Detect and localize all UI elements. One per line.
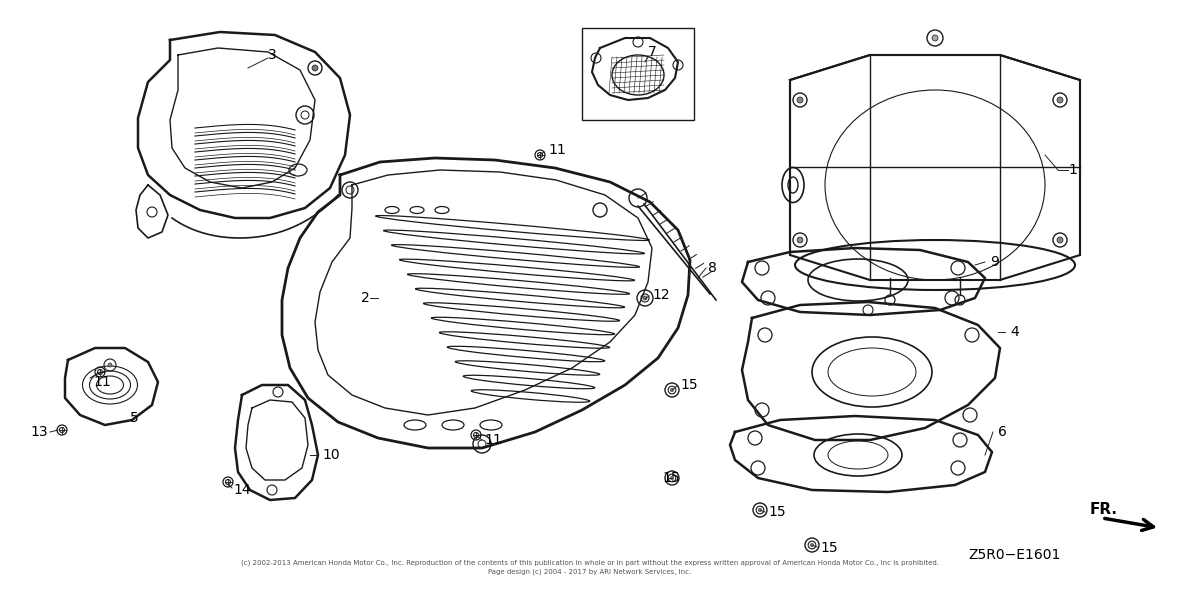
Text: Page design (c) 2004 - 2017 by ARI Network Services, Inc.: Page design (c) 2004 - 2017 by ARI Netwo… [489,569,691,575]
Circle shape [312,65,317,71]
Text: 15: 15 [680,378,697,392]
Circle shape [796,237,804,243]
Text: 6: 6 [998,425,1007,439]
Text: Z5R0−E1601: Z5R0−E1601 [968,548,1061,562]
Circle shape [932,35,938,41]
Text: 7: 7 [648,45,657,59]
Circle shape [1057,97,1063,103]
Circle shape [811,543,814,547]
Text: 14: 14 [232,483,250,497]
Circle shape [643,296,647,300]
Text: 11: 11 [548,143,565,157]
Text: 15: 15 [662,471,680,485]
Text: 11: 11 [93,375,111,389]
Circle shape [109,363,112,367]
Text: 15: 15 [768,505,786,519]
Text: 5: 5 [130,411,139,425]
Circle shape [670,477,674,480]
Text: 1: 1 [1068,163,1077,177]
Text: 15: 15 [820,541,838,555]
Text: 2: 2 [361,291,371,305]
Circle shape [1057,237,1063,243]
Text: FR.: FR. [1090,502,1117,518]
Text: (c) 2002-2013 American Honda Motor Co., Inc. Reproduction of the contents of thi: (c) 2002-2013 American Honda Motor Co., … [241,560,939,566]
Text: 9: 9 [990,255,999,269]
Circle shape [670,388,674,392]
Bar [582,28,694,120]
Text: 3: 3 [268,48,277,62]
Text: 4: 4 [1010,325,1018,339]
Text: 12: 12 [653,288,669,302]
Text: 10: 10 [322,448,340,462]
Circle shape [759,508,762,512]
Text: 13: 13 [31,425,48,439]
Circle shape [796,97,804,103]
Text: 11: 11 [484,433,502,447]
Text: 8: 8 [708,261,717,275]
